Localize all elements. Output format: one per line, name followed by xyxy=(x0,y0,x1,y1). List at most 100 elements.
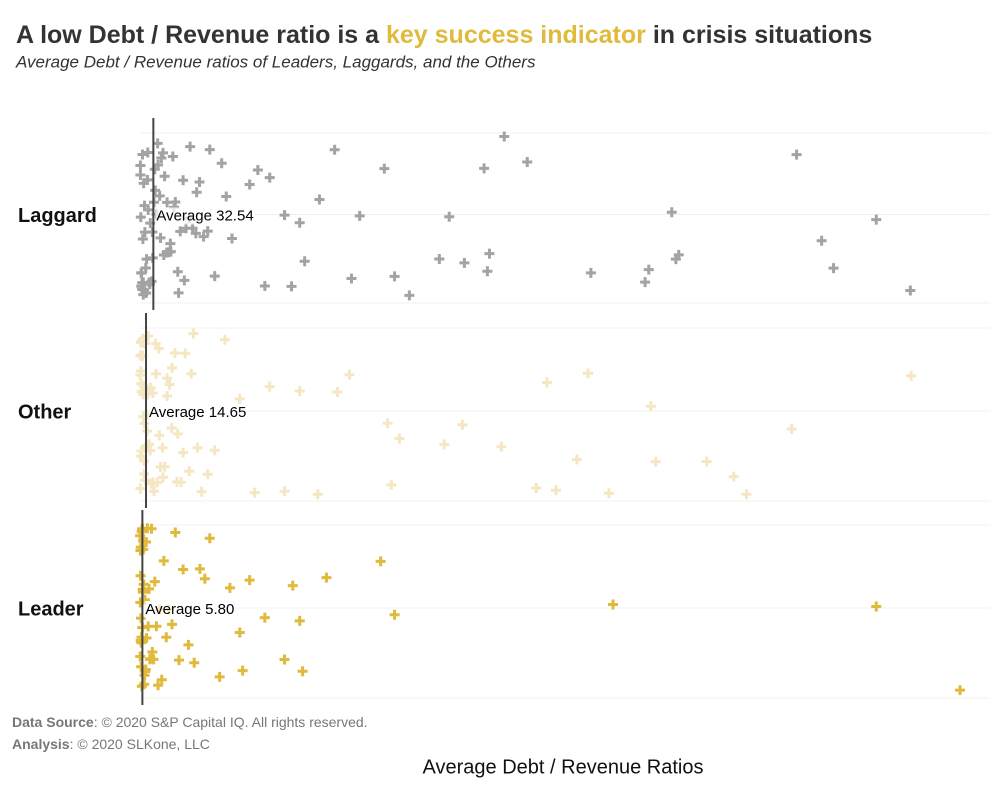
point xyxy=(287,580,298,591)
point xyxy=(382,418,393,429)
source-text: : © 2020 S&P Capital IQ. All rights rese… xyxy=(94,714,368,730)
point xyxy=(141,287,152,298)
point xyxy=(786,424,797,435)
point xyxy=(220,334,230,345)
point xyxy=(499,131,510,142)
point xyxy=(145,382,156,393)
point xyxy=(149,164,160,175)
point xyxy=(151,368,162,379)
point xyxy=(135,570,146,581)
point xyxy=(162,373,173,384)
point xyxy=(666,207,677,218)
point xyxy=(158,249,169,260)
analysis-label: Analysis xyxy=(12,736,70,752)
point xyxy=(279,654,290,665)
point xyxy=(252,164,263,175)
point xyxy=(279,210,290,221)
analysis-note: Analysis: © 2020 SLKone, LLC xyxy=(12,736,210,752)
point xyxy=(244,179,255,190)
point xyxy=(135,160,146,171)
point xyxy=(188,328,199,339)
point xyxy=(297,666,308,677)
point xyxy=(484,248,495,259)
point xyxy=(216,158,227,169)
point xyxy=(264,172,275,183)
point xyxy=(146,523,157,534)
point xyxy=(816,235,827,246)
point xyxy=(643,264,654,275)
point xyxy=(394,433,405,444)
point xyxy=(186,368,197,379)
point xyxy=(179,275,190,286)
average-label-bg xyxy=(155,207,255,225)
point xyxy=(209,271,220,282)
point xyxy=(165,238,176,249)
point xyxy=(172,266,183,277)
point xyxy=(190,228,201,239)
point xyxy=(175,226,186,237)
row-label: Laggard xyxy=(18,205,97,227)
point xyxy=(173,287,184,298)
point xyxy=(482,266,493,277)
point xyxy=(136,378,147,389)
plot: Laggard Average 32.54 Other Average 14.65 Le… xyxy=(18,118,990,705)
point xyxy=(198,231,209,242)
point xyxy=(148,654,159,665)
point xyxy=(148,486,159,497)
point xyxy=(156,152,167,163)
point xyxy=(249,487,260,498)
point xyxy=(196,486,207,497)
point xyxy=(321,572,332,583)
point xyxy=(180,348,191,359)
point xyxy=(314,194,325,205)
point xyxy=(159,461,170,472)
point xyxy=(439,439,450,450)
point xyxy=(202,226,213,237)
point xyxy=(871,214,882,225)
point xyxy=(192,442,203,453)
point xyxy=(224,582,235,593)
point xyxy=(167,619,178,630)
point xyxy=(279,486,290,497)
point xyxy=(135,212,146,223)
point xyxy=(154,430,165,441)
point xyxy=(139,200,150,211)
point xyxy=(496,441,507,452)
point xyxy=(157,472,168,483)
point xyxy=(194,563,205,574)
point xyxy=(582,368,593,379)
point xyxy=(379,163,390,174)
point xyxy=(673,249,684,260)
point xyxy=(154,190,165,201)
point xyxy=(299,256,310,267)
point xyxy=(167,151,178,162)
point xyxy=(178,564,189,575)
point xyxy=(178,447,189,458)
point xyxy=(332,386,343,397)
point xyxy=(184,466,195,477)
point xyxy=(153,680,164,691)
point xyxy=(139,418,150,429)
point xyxy=(294,217,305,228)
point xyxy=(170,527,181,538)
point xyxy=(144,583,155,594)
point xyxy=(294,386,305,397)
point xyxy=(541,377,552,388)
point xyxy=(137,149,148,160)
x-axis-label: Average Debt / Revenue Ratios xyxy=(423,756,704,778)
point xyxy=(645,401,656,412)
point xyxy=(153,343,164,354)
point xyxy=(259,281,270,292)
analysis-text: : © 2020 SLKone, LLC xyxy=(70,736,210,752)
point xyxy=(585,267,596,278)
point xyxy=(155,232,166,243)
point xyxy=(135,483,146,494)
average-label: Average 14.65 xyxy=(149,404,246,421)
point xyxy=(139,456,150,467)
point xyxy=(479,163,490,174)
point xyxy=(178,175,189,186)
point xyxy=(226,233,237,244)
point xyxy=(286,281,297,292)
point xyxy=(204,533,215,544)
